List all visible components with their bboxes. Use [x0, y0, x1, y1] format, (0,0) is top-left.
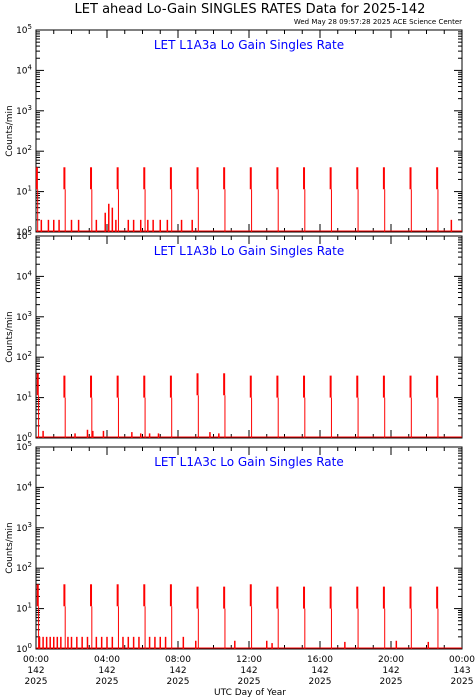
y-tick-label: 103 — [16, 521, 32, 534]
panel-2: 100 101 102 103 104 105 Counts/min LET L1A3b Lo… — [5, 229, 463, 444]
x-tick-label: 2025 — [380, 677, 403, 687]
x-tick-label: 12:00 — [236, 655, 262, 665]
panel-title: LET L1A3b Lo Gain Singles Rate — [154, 244, 345, 258]
y-axis-label: Counts/min — [5, 105, 15, 156]
x-tick-label: 16:00 — [307, 655, 333, 665]
x-axis-label: UTC Day of Year — [214, 688, 286, 698]
x-tick-label: 143 — [453, 666, 470, 676]
y-tick-label: 102 — [16, 350, 32, 363]
x-tick-label: 2025 — [167, 677, 190, 687]
x-tick-label: 04:00 — [94, 655, 120, 665]
chart-title: LET ahead Lo-Gain SINGLES RATES Data for… — [75, 2, 426, 17]
y-tick-label: 102 — [16, 561, 32, 574]
panel-1: 100 101 102 103 104 105 Counts/min LET L1A3a Lo… — [5, 23, 463, 238]
y-tick-label: 101 — [16, 185, 32, 198]
panel-frame — [35, 235, 463, 439]
x-tick-label: 142 — [240, 666, 257, 676]
y-tick-label: 103 — [16, 310, 32, 323]
x-tick-label: 142 — [382, 666, 399, 676]
y-tick-label: 105 — [16, 440, 32, 453]
chart-subtitle: Wed May 28 09:57:28 2025 ACE Science Cen… — [294, 18, 462, 26]
panel-3: 100 101 102 103 104 105 Counts/min LET L1A3c Lo… — [5, 440, 463, 655]
x-tick-label: 142 — [98, 666, 115, 676]
x-tick-label: 00:00 — [449, 655, 475, 665]
panel-title: LET L1A3c Lo Gain Singles Rate — [154, 455, 344, 469]
panel-frame — [35, 446, 463, 650]
y-tick-label: 102 — [16, 144, 32, 157]
x-tick-label: 08:00 — [165, 655, 191, 665]
x-axis: 00:00142202504:00142202508:00142202512:0… — [23, 655, 475, 687]
x-tick-label: 00:00 — [23, 655, 49, 665]
y-tick-label: 101 — [16, 391, 32, 404]
x-tick-label: 2025 — [238, 677, 261, 687]
x-tick-label: 2025 — [25, 677, 48, 687]
y-tick-label: 100 — [16, 225, 32, 238]
panel-frame — [35, 29, 463, 233]
y-tick-label: 100 — [16, 431, 32, 444]
x-tick-label: 20:00 — [378, 655, 404, 665]
y-tick-label: 104 — [16, 269, 32, 282]
y-axis-label: Counts/min — [5, 522, 15, 573]
panels-group: 100 101 102 103 104 105 Counts/min LET L1A3a Lo… — [5, 23, 463, 655]
panel-title: LET L1A3a Lo Gain Singles Rate — [154, 38, 344, 52]
y-tick-label: 101 — [16, 602, 32, 615]
y-tick-label: 104 — [16, 480, 32, 493]
y-tick-label: 100 — [16, 642, 32, 655]
y-tick-label: 105 — [16, 23, 32, 36]
x-tick-label: 142 — [311, 666, 328, 676]
x-tick-label: 142 — [169, 666, 186, 676]
y-tick-label: 103 — [16, 104, 32, 117]
y-tick-label: 104 — [16, 63, 32, 76]
x-tick-label: 2025 — [451, 677, 474, 687]
x-tick-label: 142 — [27, 666, 44, 676]
y-tick-label: 105 — [16, 229, 32, 242]
x-tick-label: 2025 — [96, 677, 119, 687]
x-tick-label: 2025 — [309, 677, 332, 687]
y-axis-label: Counts/min — [5, 311, 15, 362]
